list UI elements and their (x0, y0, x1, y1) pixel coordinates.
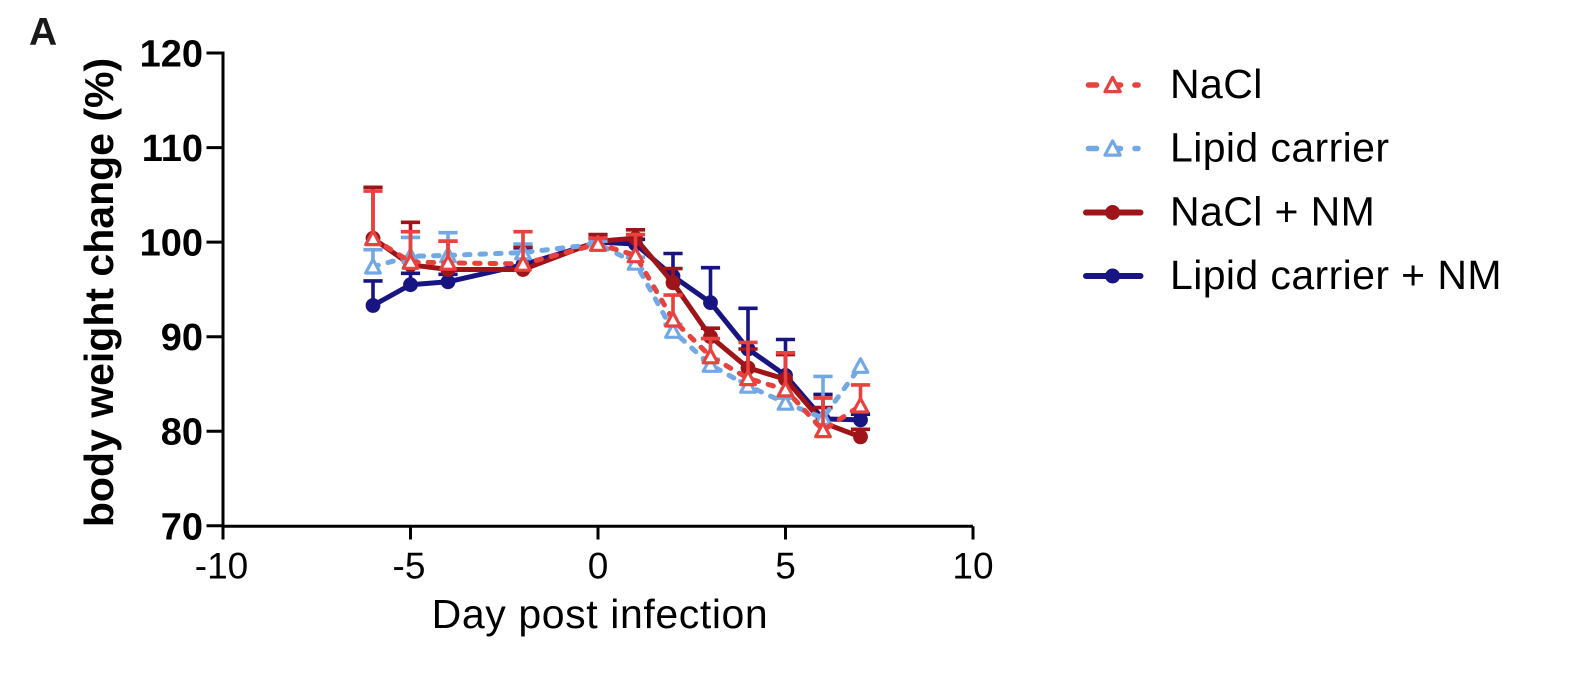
svg-text:90: 90 (161, 317, 203, 359)
svg-text:0: 0 (588, 546, 609, 587)
svg-text:A: A (29, 11, 57, 54)
svg-text:120: 120 (140, 34, 203, 76)
svg-text:10: 10 (952, 546, 993, 587)
svg-text:NaCl: NaCl (1170, 61, 1263, 107)
svg-text:-10: -10 (195, 546, 248, 587)
svg-text:100: 100 (140, 223, 203, 265)
svg-text:70: 70 (161, 506, 203, 548)
svg-text:110: 110 (142, 128, 203, 170)
svg-text:Lipid carrier + NM: Lipid carrier + NM (1170, 252, 1502, 298)
svg-text:Lipid carrier: Lipid carrier (1170, 125, 1389, 171)
svg-text:-5: -5 (393, 546, 426, 587)
svg-text:5: 5 (775, 546, 796, 587)
svg-text:body weight change (%): body weight change (%) (76, 58, 122, 527)
svg-text:80: 80 (161, 412, 203, 454)
svg-text:Day post infection: Day post infection (432, 591, 769, 637)
svg-text:NaCl + NM: NaCl + NM (1170, 189, 1375, 235)
